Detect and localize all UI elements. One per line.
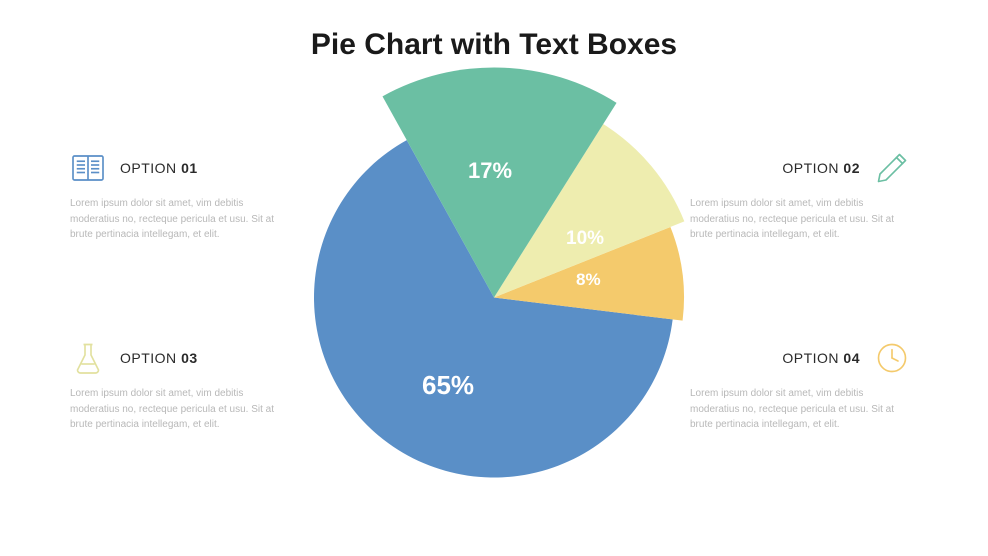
option-body: Lorem ipsum dolor sit amet, vim debitis …: [690, 196, 910, 243]
slice-label: 8%: [576, 270, 601, 290]
flask-icon: [70, 340, 106, 376]
slice-label: 17%: [468, 158, 512, 184]
option-header: OPTION 01: [70, 150, 290, 186]
slice-label: 65%: [422, 370, 474, 401]
slice-label: 10%: [566, 228, 604, 250]
option-box: OPTION 03 Lorem ipsum dolor sit amet, vim…: [70, 340, 290, 433]
option-body: Lorem ipsum dolor sit amet, vim debitis …: [70, 196, 290, 243]
page-title: Pie Chart with Text Boxes: [0, 28, 988, 62]
option-title: OPTION 02: [782, 160, 860, 176]
option-title: OPTION 01: [120, 160, 198, 176]
clock-icon: [874, 340, 910, 376]
pie-chart: [262, 66, 726, 535]
option-title: OPTION 03: [120, 350, 198, 366]
book-icon: [70, 150, 106, 186]
pie-svg: [262, 66, 726, 530]
option-title: OPTION 04: [782, 350, 860, 366]
pencil-icon: [874, 150, 910, 186]
option-header: OPTION 02: [690, 150, 910, 186]
option-box: OPTION 01 Lorem ipsum dolor sit amet, vim…: [70, 150, 290, 243]
option-header: OPTION 03: [70, 340, 290, 376]
option-body: Lorem ipsum dolor sit amet, vim debitis …: [70, 386, 290, 433]
option-box: OPTION 04 Lorem ipsum dolor sit amet, vim…: [690, 340, 910, 433]
option-body: Lorem ipsum dolor sit amet, vim debitis …: [690, 386, 910, 433]
option-box: OPTION 02 Lorem ipsum dolor sit amet, vim…: [690, 150, 910, 243]
option-header: OPTION 04: [690, 340, 910, 376]
